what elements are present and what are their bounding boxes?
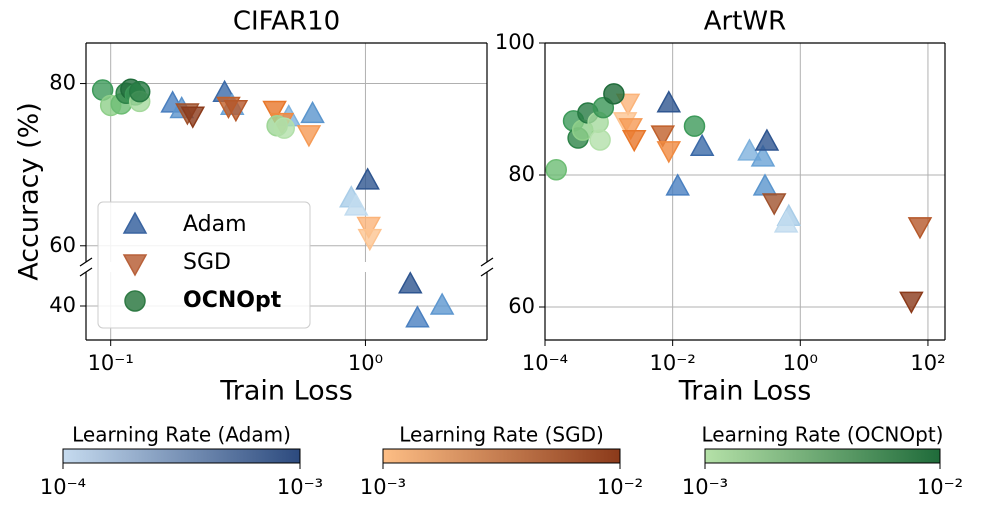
point bbox=[589, 129, 611, 151]
plot-area bbox=[545, 43, 945, 340]
legend-marker bbox=[124, 290, 146, 312]
x-tick-label: 10⁰ bbox=[783, 351, 818, 375]
axis-spine bbox=[544, 42, 946, 341]
colorbar-tick-label: 10⁻² bbox=[917, 475, 963, 499]
legend-marker bbox=[122, 211, 148, 234]
y-tick-label: 60 bbox=[49, 233, 76, 257]
chart-title: ArtWR bbox=[704, 7, 786, 37]
legend-marker bbox=[122, 254, 148, 277]
point bbox=[405, 305, 430, 328]
colorbar bbox=[382, 448, 621, 464]
y-tick-label: 80 bbox=[508, 162, 535, 186]
point bbox=[773, 210, 799, 233]
colorbar-tick-label: 10⁻⁴ bbox=[40, 475, 86, 499]
point bbox=[429, 292, 455, 315]
point bbox=[754, 128, 780, 151]
colorbar-label: Learning Rate (OCNOpt) bbox=[702, 423, 944, 447]
x-tick-label: 10⁻⁴ bbox=[522, 351, 568, 375]
y-axis-label: Accuracy (%) bbox=[14, 102, 45, 281]
x-tick-label: 10⁰ bbox=[348, 351, 383, 375]
colorbar-tick-label: 10⁻³ bbox=[277, 475, 323, 499]
legend-label: OCNOpt bbox=[183, 288, 282, 313]
point bbox=[689, 133, 715, 157]
point bbox=[355, 167, 380, 190]
y-tick-label: 40 bbox=[49, 293, 76, 317]
legend-label: SGD bbox=[183, 250, 231, 275]
point bbox=[262, 100, 287, 124]
point bbox=[273, 117, 295, 139]
y-tick-label: 100 bbox=[495, 30, 535, 54]
point bbox=[683, 115, 706, 137]
colorbar bbox=[62, 448, 301, 464]
x-tick-label: 10⁻² bbox=[650, 351, 696, 375]
point bbox=[357, 228, 383, 252]
colorbar-label: Learning Rate (SGD) bbox=[399, 423, 604, 447]
colorbar-tick-label: 10⁻³ bbox=[360, 475, 406, 499]
colorbar-label: Learning Rate (Adam) bbox=[72, 423, 291, 447]
x-tick-label: 10² bbox=[910, 351, 945, 375]
point bbox=[737, 138, 762, 161]
point bbox=[300, 100, 325, 124]
axis-spine bbox=[85, 42, 488, 262]
point bbox=[356, 216, 381, 240]
point bbox=[650, 125, 676, 148]
point bbox=[603, 83, 625, 105]
axis-break bbox=[480, 267, 494, 277]
x-tick-label: 10⁻¹ bbox=[88, 351, 134, 375]
point bbox=[899, 291, 924, 314]
chart-title: CIFAR10 bbox=[233, 7, 340, 37]
x-axis-label: Train Loss bbox=[678, 376, 812, 407]
legend-label: Adam bbox=[183, 212, 247, 237]
axis-spine bbox=[85, 272, 488, 341]
colorbar bbox=[704, 448, 941, 464]
axis-break bbox=[79, 257, 93, 267]
colorbar-tick-label: 10⁻² bbox=[597, 475, 643, 499]
y-tick-label: 60 bbox=[508, 294, 535, 318]
axis-break bbox=[79, 267, 93, 277]
y-tick-label: 80 bbox=[49, 71, 76, 95]
point bbox=[618, 118, 643, 141]
point bbox=[656, 141, 682, 164]
point bbox=[907, 217, 933, 240]
point bbox=[750, 144, 776, 167]
x-axis-label: Train Loss bbox=[219, 376, 353, 407]
point bbox=[761, 193, 787, 216]
axis-break bbox=[480, 257, 494, 267]
point bbox=[223, 99, 249, 123]
point bbox=[343, 193, 369, 216]
point bbox=[665, 173, 690, 196]
point bbox=[621, 129, 647, 153]
point bbox=[296, 125, 322, 148]
legend-box bbox=[97, 201, 311, 329]
point bbox=[398, 271, 423, 294]
point bbox=[656, 90, 682, 113]
colorbar-tick-label: 10⁻³ bbox=[682, 475, 728, 499]
point bbox=[180, 106, 206, 129]
point bbox=[128, 80, 151, 103]
point bbox=[545, 158, 567, 181]
